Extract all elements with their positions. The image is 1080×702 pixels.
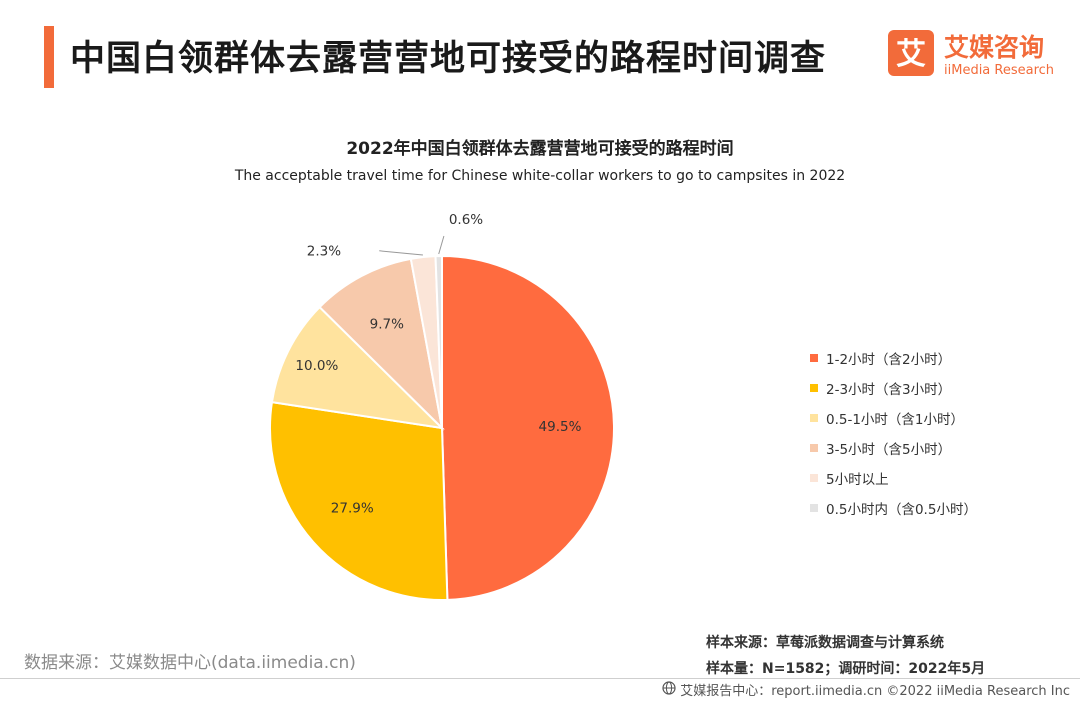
slice-value-label: 2.3% xyxy=(307,243,341,259)
legend-label: 3-5小时（含5小时） xyxy=(826,442,952,458)
legend-swatch xyxy=(810,414,818,422)
sample-size: 样本量：N=1582；调研时间：2022年5月 xyxy=(706,661,986,677)
title-accent-bar xyxy=(44,26,54,88)
legend-item: 3-5小时（含5小时） xyxy=(810,433,1070,463)
chart-subtitle: The acceptable travel time for Chinese w… xyxy=(234,168,846,184)
logo-english-name: iiMedia Research xyxy=(944,63,1055,78)
footer-text: 艾媒报告中心：report.iimedia.cn ©2022 iiMedia R… xyxy=(680,684,1070,699)
logo-mark-text: 艾 xyxy=(896,37,926,72)
pie-slice xyxy=(269,401,449,601)
page-title: 中国白领群体去露营营地可接受的路程时间调查 xyxy=(70,39,827,79)
slice-value-label: 27.9% xyxy=(331,501,374,517)
leader-line xyxy=(379,250,423,256)
legend-swatch xyxy=(810,384,818,392)
globe-icon xyxy=(662,680,676,699)
pie-slice xyxy=(441,254,615,601)
legend-item: 0.5小时内（含0.5小时） xyxy=(810,493,1070,523)
chart-legend: 1-2小时（含2小时） 2-3小时（含3小时） 0.5-1小时（含1小时） 3-5小时… xyxy=(810,343,1070,523)
legend-item: 5小时以上 xyxy=(810,463,1070,493)
legend-item: 0.5-1小时（含1小时） xyxy=(810,403,1070,433)
footer: 艾媒报告中心：report.iimedia.cn ©2022 iiMedia R… xyxy=(662,680,1070,699)
legend-swatch xyxy=(810,474,818,482)
data-source: 数据来源：艾媒数据中心(data.iimedia.cn) xyxy=(24,653,356,673)
chart-title: 2022年中国白领群体去露营营地可接受的路程时间 xyxy=(346,139,734,159)
legend-swatch xyxy=(810,354,818,362)
legend-item: 1-2小时（含2小时） xyxy=(810,343,1070,373)
pie-slice xyxy=(434,254,443,429)
legend-label: 1-2小时（含2小时） xyxy=(826,352,952,368)
logo-chinese-name: 艾媒咨询 xyxy=(944,33,1045,62)
footer-divider xyxy=(0,678,1080,679)
pie-slice xyxy=(318,257,444,431)
legend-label: 5小时以上 xyxy=(826,472,889,488)
legend-swatch xyxy=(810,444,818,452)
legend-item: 2-3小时（含3小时） xyxy=(810,373,1070,403)
logo-mark-icon: 艾 xyxy=(888,30,934,76)
brand-logo: 艾 艾媒咨询 iiMedia Research xyxy=(888,30,1068,86)
legend-label: 2-3小时（含3小时） xyxy=(826,382,952,398)
slice-value-label: 49.5% xyxy=(539,419,582,435)
slice-value-label: 9.7% xyxy=(370,317,404,333)
legend-label: 0.5-1小时（含1小时） xyxy=(826,412,965,428)
slice-value-label: 0.6% xyxy=(449,212,483,228)
legend-swatch xyxy=(810,504,818,512)
leader-line xyxy=(438,235,445,255)
sample-source: 样本来源：草莓派数据调查与计算系统 xyxy=(706,635,944,651)
slice-value-label: 10.0% xyxy=(295,358,338,374)
legend-label: 0.5小时内（含0.5小时） xyxy=(826,502,977,518)
pie-slice xyxy=(270,305,445,430)
sample-info: 样本来源：草莓派数据调查与计算系统 样本量：N=1582；调研时间：2022年5… xyxy=(706,630,985,682)
